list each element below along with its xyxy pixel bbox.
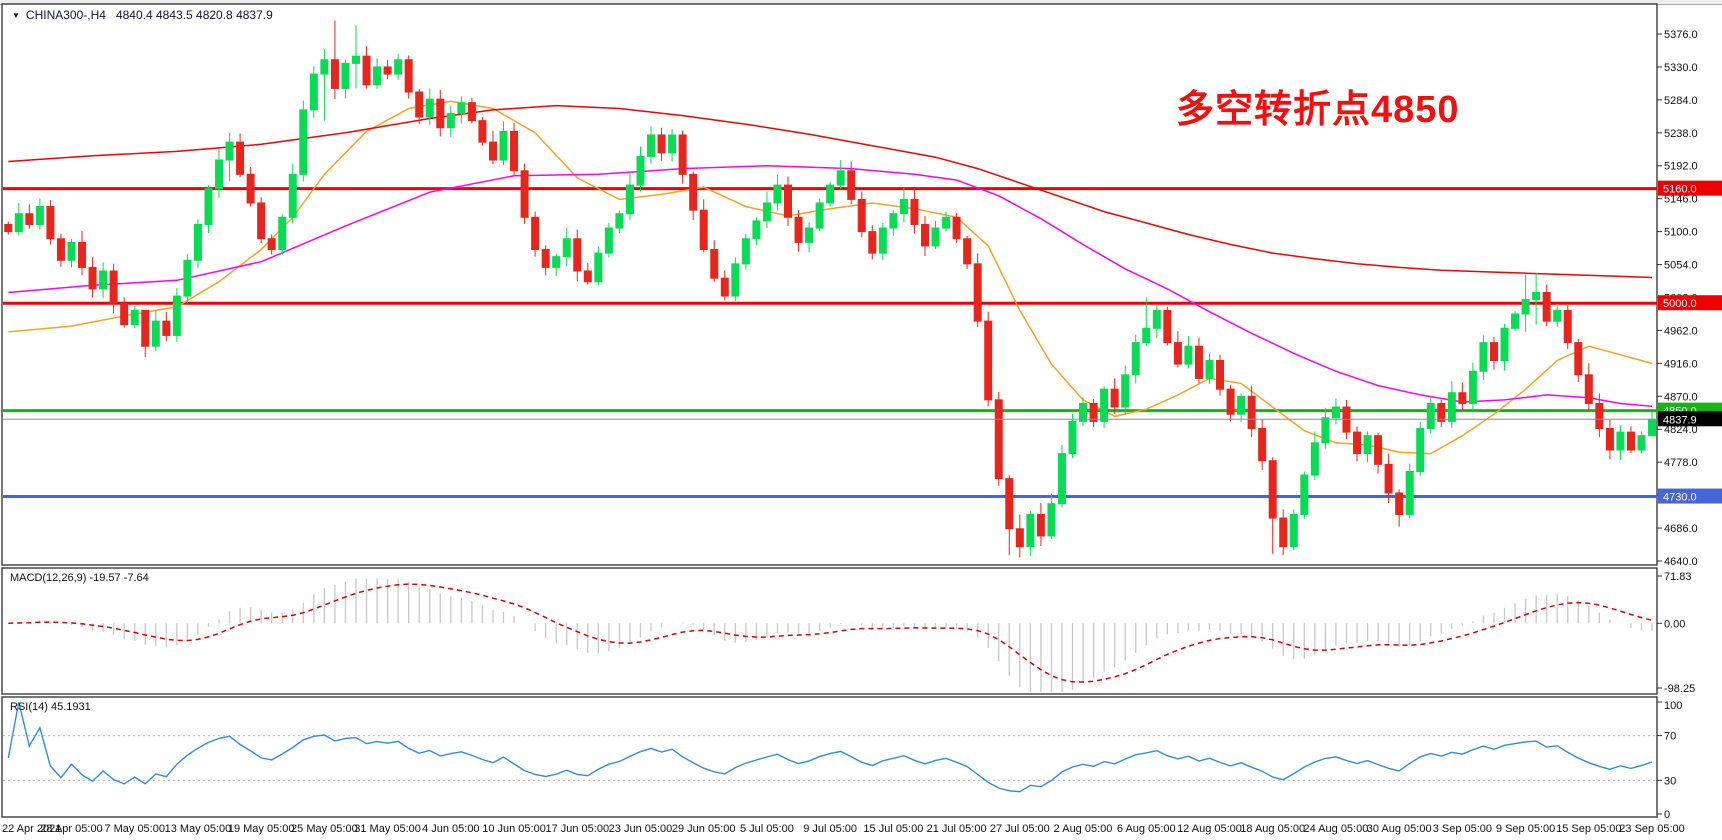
rsi-line: [7, 701, 1653, 793]
rsi-indicator-label: RSI(14) 45.1931: [10, 701, 91, 713]
time-tick-label: 5 Jul 05:00: [740, 823, 794, 835]
price-tick-label: 5192.0: [1664, 161, 1698, 173]
candles: [4, 20, 1657, 558]
price-tick-label: 5146.0: [1664, 194, 1698, 206]
macd-tick-label: 71.83: [1664, 571, 1692, 583]
time-tick-label: 31 May 05:00: [354, 823, 421, 835]
price-tick-label: 5330.0: [1664, 62, 1698, 74]
price-badge-4730.0: 4730.0: [1658, 488, 1722, 504]
macd-indicator-label: MACD(12,26,9) -19.57 -7.64: [10, 572, 149, 584]
svg-text:5160.0: 5160.0: [1663, 184, 1697, 196]
main-panel[interactable]: [1, 3, 1658, 566]
time-tick-label: 22 Apr 2021: [2, 823, 62, 835]
rsi-panel[interactable]: [1, 696, 1658, 818]
time-tick-label: 18 Aug 05:00: [1240, 823, 1306, 835]
time-tick-label: 27 Jul 05:00: [989, 823, 1050, 835]
price-tick-label: 5100.0: [1664, 227, 1698, 239]
time-tick-label: 23 Jun 05:00: [608, 823, 673, 835]
symbol-period-label: CHINA300-,H4: [25, 8, 106, 22]
macd-tick-label: 0.00: [1664, 618, 1685, 630]
time-tick-label: 29 Jun 05:00: [671, 823, 736, 835]
time-tick-label: 9 Jul 05:00: [803, 823, 858, 835]
macd-panel-content: 71.83 0.00 -98.25: [8, 571, 1695, 695]
time-tick-label: 6 Aug 05:00: [1116, 823, 1176, 835]
svg-text:4837.9: 4837.9: [1663, 414, 1697, 426]
time-tick-label: 25 May 05:00: [291, 823, 358, 835]
svg-text:4730.0: 4730.0: [1663, 492, 1697, 504]
time-tick-label: 15 Jul 05:00: [863, 823, 924, 835]
price-tick-label: 4870.0: [1664, 391, 1698, 403]
chart-title: ▼ CHINA300-,H4 4840.4 4843.5 4820.8 4837.9: [12, 8, 273, 22]
time-tick-label: 10 Jun 05:00: [482, 823, 546, 835]
time-tick-label: 23 Sep 05:00: [1619, 823, 1685, 835]
time-tick-label: 13 May 05:00: [164, 823, 232, 835]
price-tick-label: 5376.0: [1664, 29, 1698, 41]
time-tick-label: 3 Sep 05:00: [1432, 823, 1493, 835]
time-tick-label: 12 Aug 05:00: [1177, 823, 1242, 835]
price-badge-5000.0: 5000.0: [1658, 295, 1722, 311]
price-tick-label: 4778.0: [1664, 457, 1698, 469]
rsi-tick-label: 0: [1664, 809, 1670, 821]
time-tick-label: 15 Sep 05:00: [1556, 823, 1622, 835]
price-tick-label: 4962.0: [1664, 325, 1698, 337]
time-tick-label: 4 Jun 05:00: [422, 823, 480, 835]
rsi-tick-label: 70: [1664, 731, 1676, 743]
time-tick-label: 21 Jul 05:00: [926, 823, 987, 835]
rsi-tick-label: 100: [1664, 700, 1682, 712]
price-tick-label: 4686.0: [1664, 523, 1698, 535]
price-tick-label: 5054.0: [1664, 260, 1698, 272]
time-tick-label: 9 Sep 05:00: [1495, 823, 1556, 835]
chevron-down-icon[interactable]: ▼: [12, 11, 20, 20]
time-tick-label: 24 Aug 05:00: [1303, 823, 1369, 835]
macd-panel[interactable]: [1, 567, 1658, 695]
price-tick-label: 4824.0: [1664, 424, 1698, 436]
time-tick-label: 30 Aug 05:00: [1366, 823, 1432, 835]
price-panel-content: 4640.04686.04732.04778.04824.04870.04916…: [3, 20, 1698, 568]
time-tick-label: 19 May 05:00: [227, 823, 295, 835]
price-tick-label: 4640.0: [1664, 556, 1698, 568]
price-badge-5160.0: 5160.0: [1658, 180, 1722, 196]
annotation-text: 多空转折点4850: [1176, 89, 1460, 131]
macd-signal-line: [8, 583, 1653, 683]
svg-text:5000.0: 5000.0: [1663, 298, 1697, 310]
rsi-panel-content: 100 70 30 0: [3, 700, 1682, 821]
rsi-tick-label: 30: [1664, 775, 1676, 787]
macd-tick-label: -98.25: [1664, 683, 1695, 695]
time-tick-label: 7 May 05:00: [104, 823, 165, 835]
time-axis: 22 Apr 2021 28 Apr 05:00 7 May 05:00 13 May…: [0, 818, 1722, 840]
ohlc-values: 4840.4 4843.5 4820.8 4837.9: [115, 8, 273, 22]
price-tick-label: 5284.0: [1664, 95, 1698, 107]
current-price-badge: 4837.9: [1658, 411, 1722, 427]
time-tick-label: 2 Aug 05:00: [1053, 823, 1113, 835]
time-tick-label: 17 Jun 05:00: [545, 823, 610, 835]
price-tick-label: 4916.0: [1664, 358, 1698, 370]
price-tick-label: 5238.0: [1664, 128, 1698, 140]
time-tick-label: 28 Apr 05:00: [40, 823, 103, 835]
